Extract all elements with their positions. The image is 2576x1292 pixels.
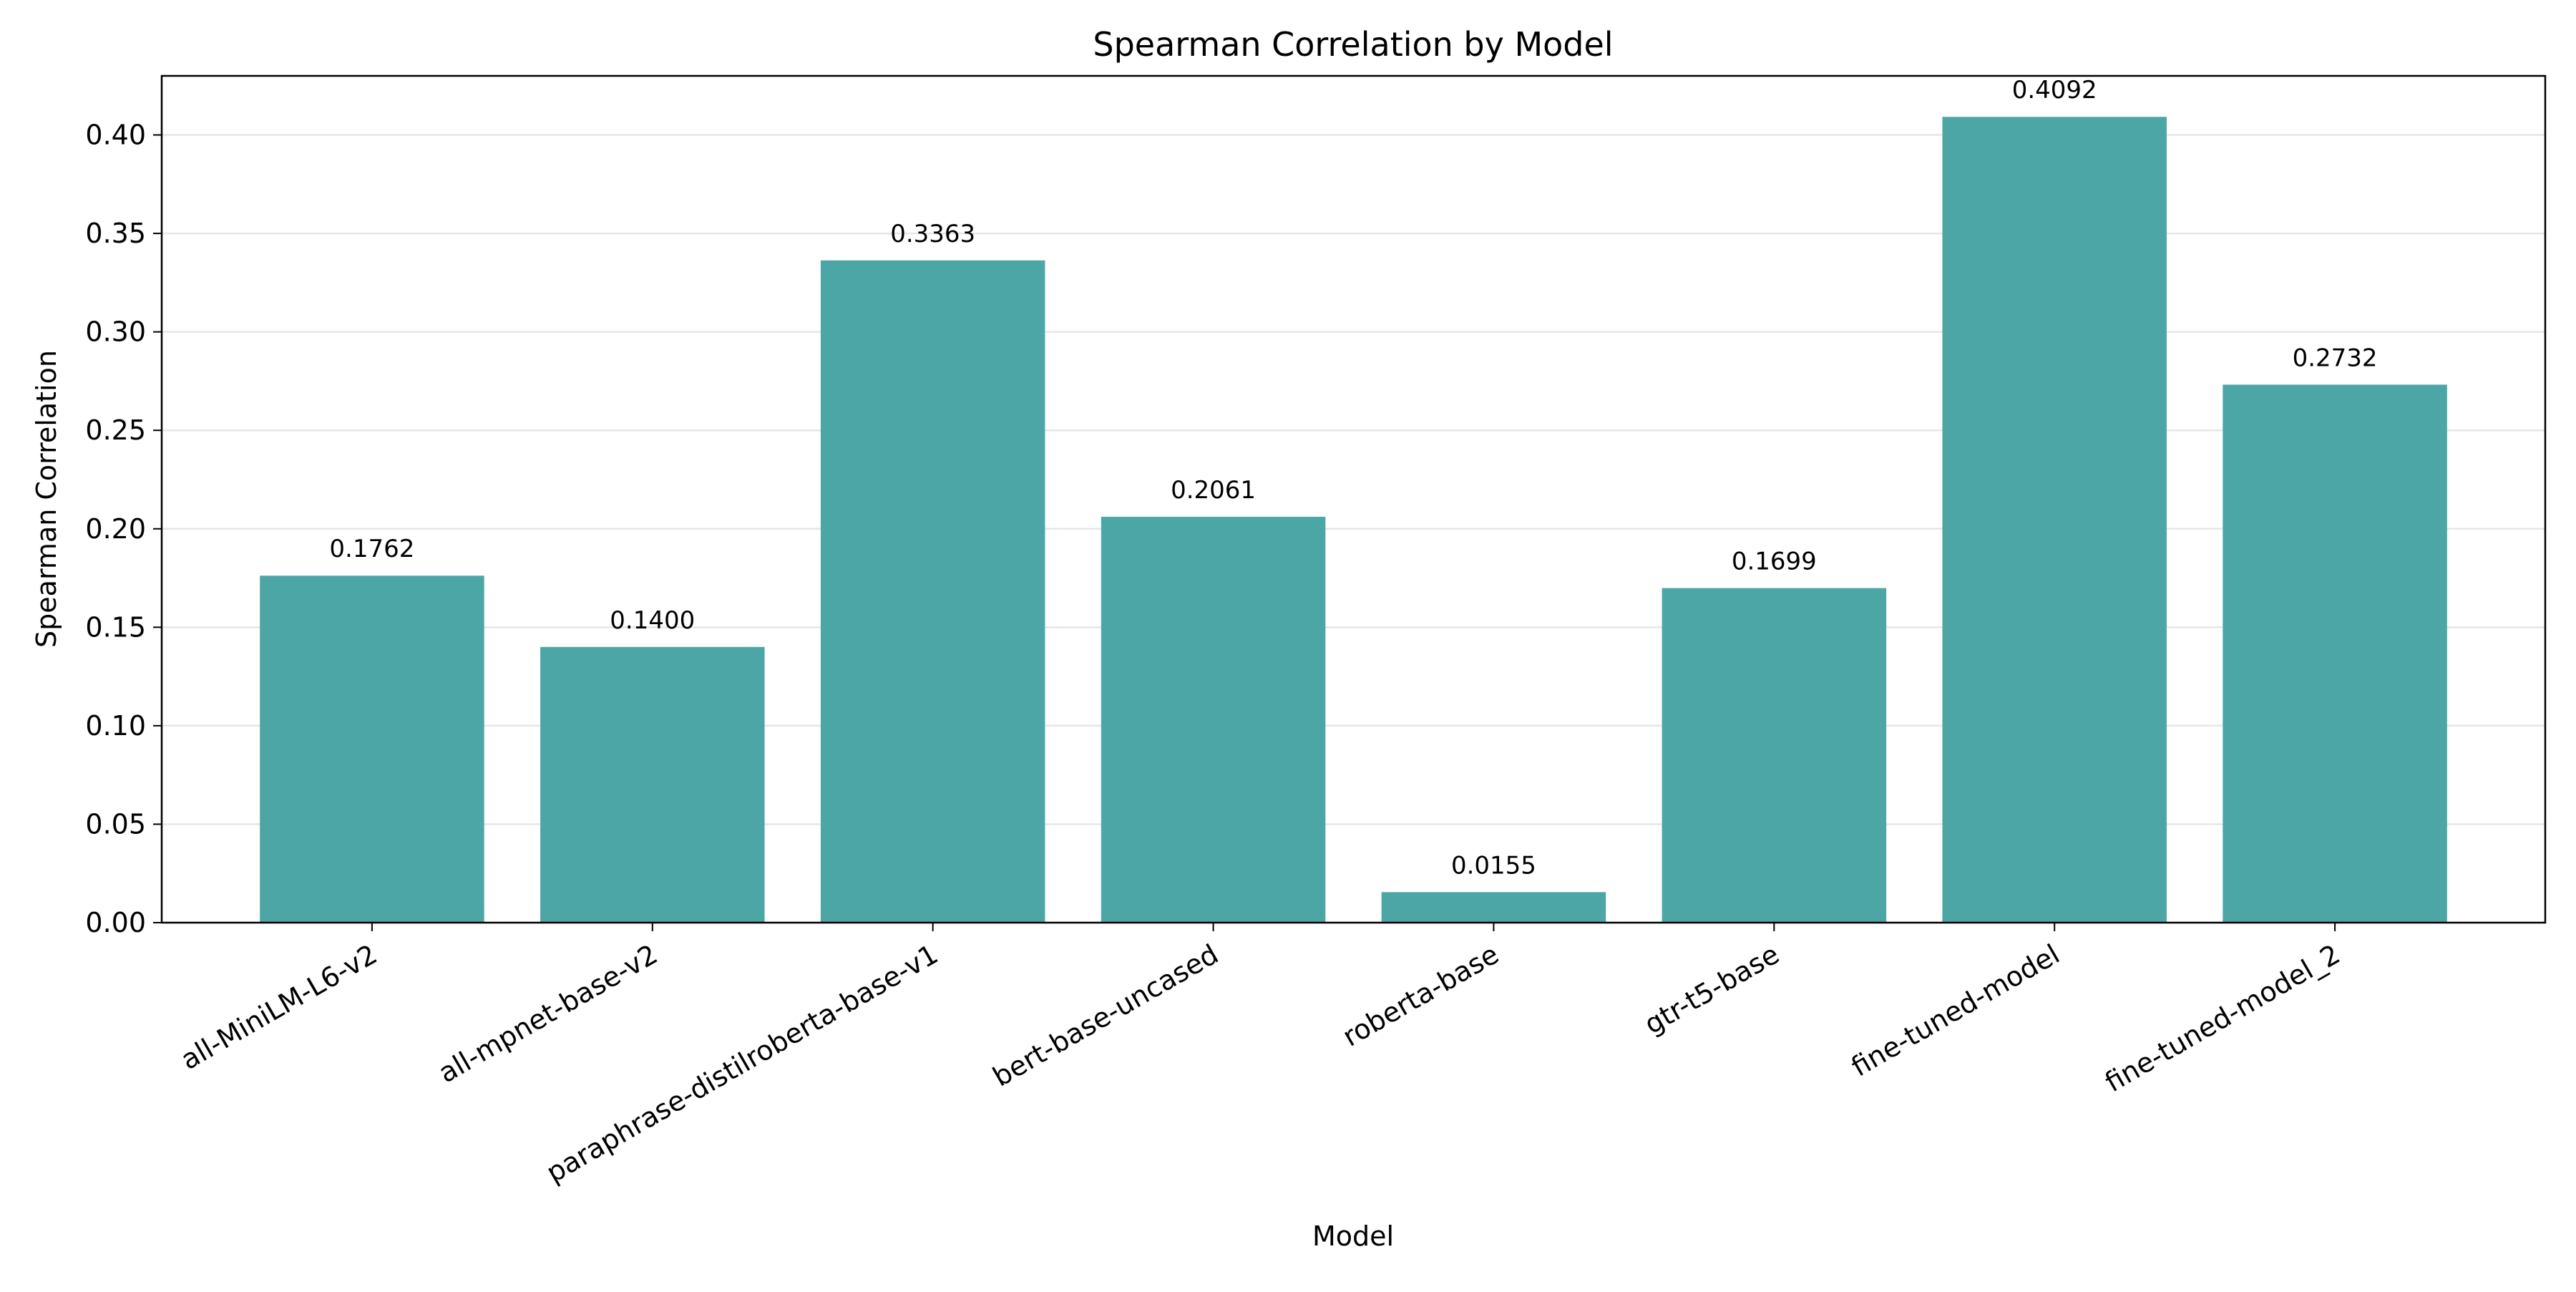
bars (260, 117, 2447, 923)
bar-value-label: 0.4092 (2012, 76, 2097, 105)
bar (1381, 892, 1606, 923)
bar-value-label: 0.1762 (329, 535, 414, 563)
bar-value-label: 0.1699 (1732, 548, 1817, 576)
bar-value-label: 0.0155 (1451, 851, 1536, 880)
y-tick-label: 0.00 (85, 907, 146, 938)
x-tick-label: fine-tuned-model_2 (2099, 938, 2345, 1099)
x-axis-label: Model (1312, 1220, 1394, 1252)
y-tick-label: 0.35 (85, 218, 146, 249)
bar-value-label: 0.3363 (890, 220, 975, 248)
y-tick-label: 0.15 (85, 611, 146, 643)
y-tick-label: 0.05 (85, 808, 146, 840)
x-tick-label: bert-base-uncased (987, 938, 1224, 1093)
bar (820, 260, 1045, 923)
value-labels: 0.1762 0.1400 0.3363 0.2061 0.0155 0.1699 0.40… (329, 76, 2377, 880)
y-tick-label: 0.25 (85, 414, 146, 446)
bar (540, 646, 765, 923)
grid-lines (162, 134, 2545, 924)
y-tick-label: 0.30 (85, 316, 146, 348)
x-tick-label: fine-tuned-model (1846, 938, 2065, 1083)
bar-value-label: 0.2732 (2293, 344, 2378, 372)
x-tick-label: gtr-t5-base (1639, 938, 1785, 1041)
x-axis: all-MiniLM-L6-v2 all-mpnet-base-v2paraphr… (175, 923, 2346, 1189)
bar-value-label: 0.1400 (610, 606, 695, 635)
x-tick-label: roberta-base (1337, 938, 1504, 1053)
bar (1101, 516, 1326, 923)
y-tick-label: 0.20 (85, 513, 146, 545)
bar (260, 575, 484, 923)
y-tick-label: 0.40 (85, 120, 146, 151)
bar (1662, 588, 1887, 923)
x-tick-label: all-mpnet-base-v2 (433, 938, 663, 1089)
bar (2223, 384, 2447, 923)
y-tick-label: 0.10 (85, 710, 146, 742)
y-axis-label: Spearman Correlation (31, 350, 62, 648)
bar (1942, 117, 2167, 923)
bar-value-label: 0.2061 (1171, 476, 1256, 505)
y-axis: 0.00 0.05 0.10 0.15 0.20 0.25 0.30 0.35 0.40 (85, 120, 162, 938)
plot-frame (160, 74, 2547, 924)
x-tick-label: all-MiniLM-L6-v2 (175, 938, 382, 1076)
chart-title: Spearman Correlation by Model (1093, 25, 1613, 64)
